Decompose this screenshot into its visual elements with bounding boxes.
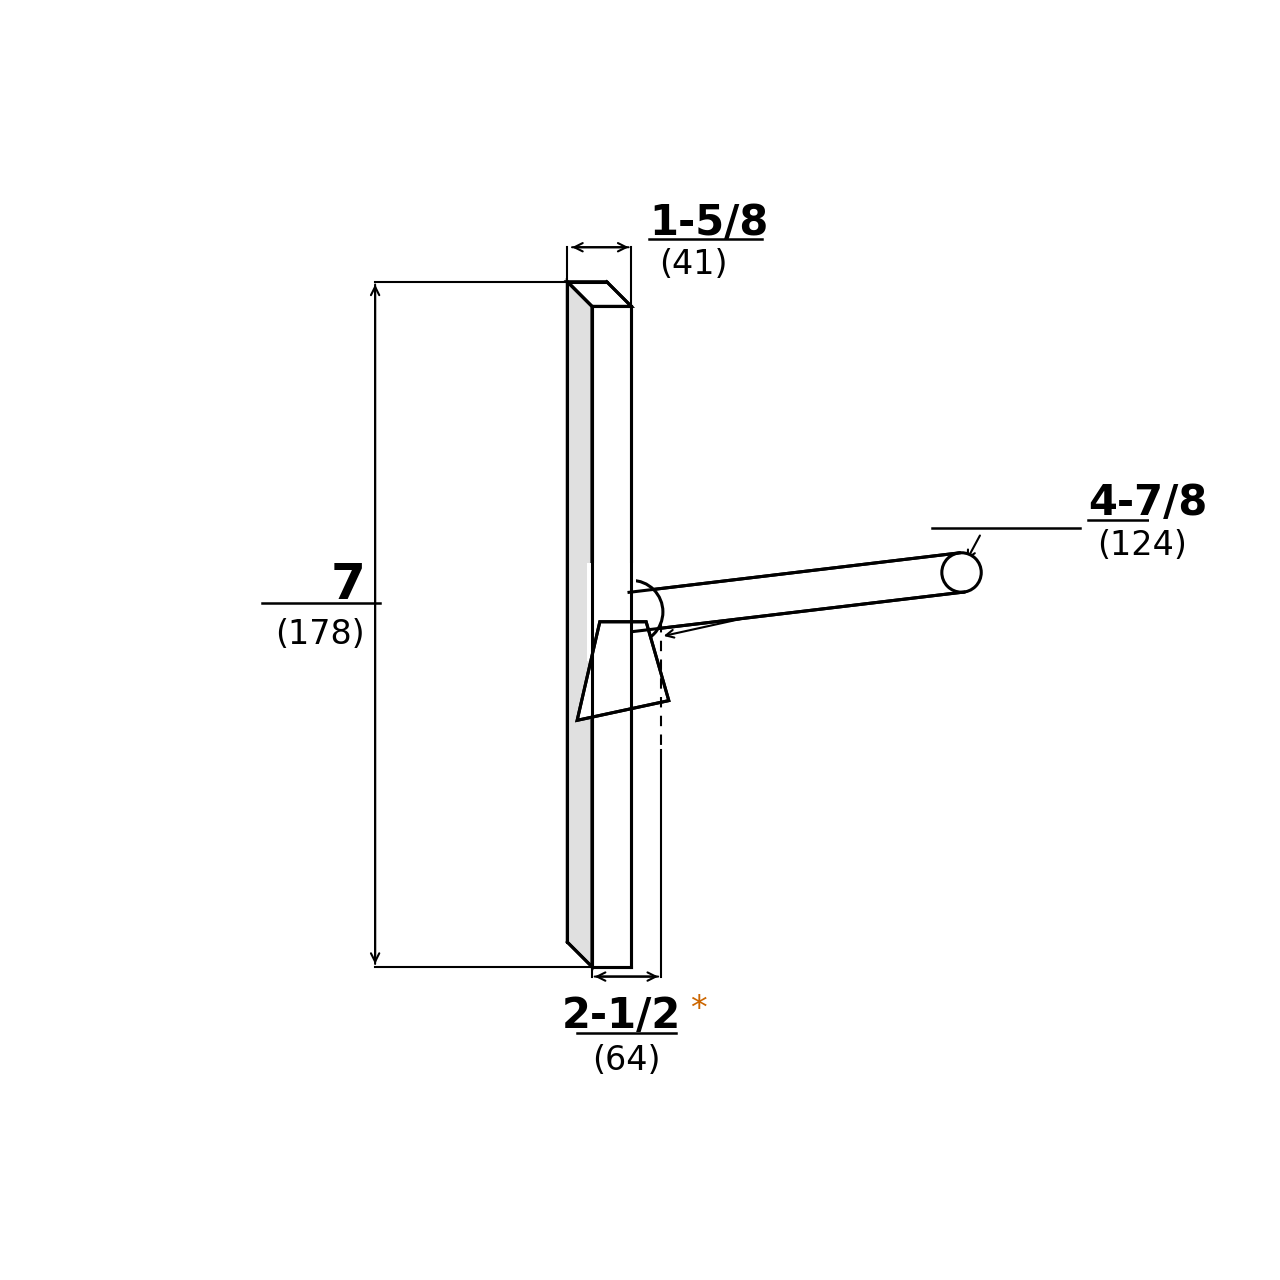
Polygon shape <box>628 553 964 631</box>
Polygon shape <box>588 563 636 662</box>
Text: 2-1/2: 2-1/2 <box>562 995 681 1037</box>
Text: (178): (178) <box>275 617 365 650</box>
Polygon shape <box>567 282 631 306</box>
Polygon shape <box>577 622 669 721</box>
Text: (124): (124) <box>1097 530 1188 562</box>
Text: 4-7/8: 4-7/8 <box>1088 483 1207 525</box>
Text: 7: 7 <box>330 561 365 609</box>
Circle shape <box>942 553 982 593</box>
Text: *: * <box>690 992 707 1025</box>
Text: (41): (41) <box>659 248 727 282</box>
Text: (64): (64) <box>593 1044 660 1076</box>
Polygon shape <box>591 306 631 966</box>
Circle shape <box>600 580 663 644</box>
Text: 1-5/8: 1-5/8 <box>649 201 768 243</box>
Polygon shape <box>567 282 591 966</box>
